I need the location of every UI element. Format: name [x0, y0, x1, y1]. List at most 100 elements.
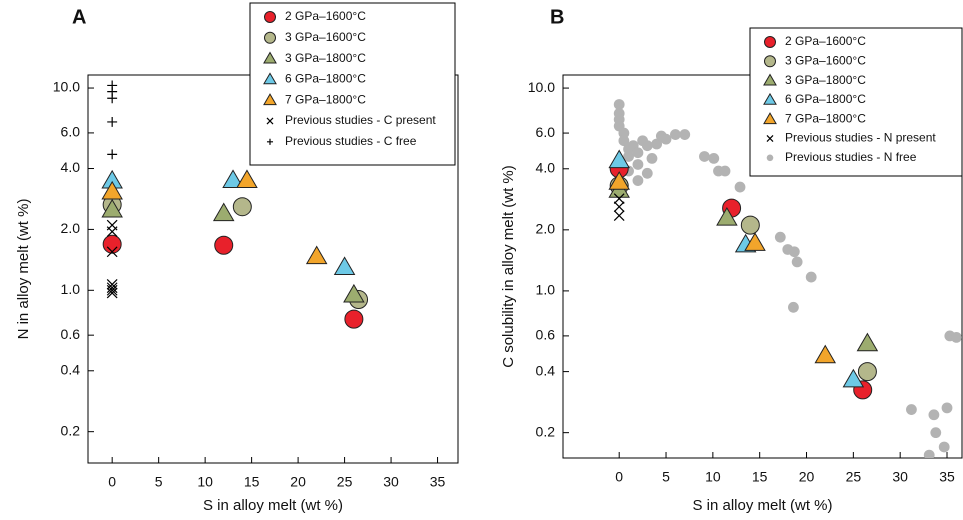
- y-tick-label: 4.0: [61, 159, 81, 175]
- legend-label: Previous studies - N free: [785, 150, 917, 164]
- x-tick-label: 35: [430, 474, 446, 490]
- legend-marker: [263, 51, 277, 64]
- y-tick-label: 10.0: [528, 79, 555, 95]
- legend-marker: [264, 31, 276, 44]
- point: [632, 175, 644, 186]
- point: [938, 441, 950, 453]
- point: [305, 245, 328, 265]
- point: [857, 362, 877, 382]
- legend-marker: [764, 55, 776, 68]
- point: [805, 271, 817, 283]
- legend-label: 2 GPa–1600°C: [785, 34, 866, 48]
- point: [814, 344, 837, 364]
- point: [930, 427, 942, 439]
- y-tick-label: 2.0: [61, 220, 81, 236]
- point: [669, 129, 681, 140]
- y-tick-label: 1.0: [61, 281, 81, 297]
- legend-label: 3 GPa–1800°C: [785, 73, 866, 87]
- point: [333, 256, 356, 275]
- point: [623, 151, 634, 162]
- point: [699, 151, 710, 162]
- point: [708, 153, 720, 164]
- legend-marker: [266, 138, 274, 145]
- x-tick-label: 5: [155, 474, 163, 490]
- point: [107, 116, 118, 127]
- point: [613, 210, 625, 222]
- x-tick-label: 25: [337, 474, 353, 490]
- point: [212, 202, 235, 222]
- x-tick-label: 10: [705, 469, 721, 485]
- y-tick-label: 0.4: [61, 361, 81, 377]
- point: [651, 138, 663, 150]
- point: [856, 332, 879, 352]
- point: [106, 282, 118, 294]
- legend: 2 GPa–1600°C 3 GPa–1600°C 3 GPa–1800°C 6 GP…: [249, 2, 456, 166]
- y-tick-label: 0.6: [61, 326, 81, 342]
- point: [716, 207, 738, 226]
- point: [734, 181, 746, 193]
- point: [646, 153, 658, 164]
- y-tick-label: 0.2: [61, 422, 81, 438]
- point: [618, 135, 630, 147]
- x-axis-label: S in alloy melt (wt %): [692, 497, 832, 514]
- legend-label: Previous studies - C present: [285, 113, 436, 127]
- y-tick-label: 4.0: [536, 159, 556, 175]
- point: [101, 198, 123, 218]
- points: [608, 99, 962, 458]
- point: [222, 169, 244, 188]
- legend-label: 7 GPa–1800°C: [285, 92, 366, 106]
- point: [107, 93, 118, 104]
- point: [101, 180, 123, 200]
- point: [232, 197, 252, 217]
- legend-marker: [766, 135, 774, 142]
- legend-marker: [766, 154, 774, 162]
- y-tick-label: 6.0: [61, 124, 81, 140]
- y-tick-label: 0.2: [536, 423, 556, 439]
- y-tick-label: 1.0: [536, 282, 556, 298]
- point: [214, 235, 234, 255]
- points: [101, 80, 369, 329]
- panel: A S in alloy melt (wt %) N in alloy melt (…: [15, 6, 459, 514]
- point: [632, 159, 644, 170]
- y-tick-label: 10.0: [53, 79, 80, 95]
- legend-marker: [763, 73, 777, 86]
- legend-box: [749, 27, 963, 177]
- legend-label: 3 GPa–1800°C: [285, 51, 366, 65]
- legend-marker: [266, 117, 274, 125]
- legend-marker: [763, 112, 777, 125]
- legend-label: 6 GPa–1800°C: [785, 92, 866, 106]
- point: [719, 165, 731, 177]
- point: [941, 402, 953, 414]
- point: [641, 140, 653, 152]
- point: [906, 404, 917, 415]
- legend-label: Previous studies - C free: [285, 134, 417, 148]
- y-tick-label: 0.6: [536, 327, 556, 343]
- panel-label: A: [72, 6, 86, 28]
- x-tick-label: 25: [846, 469, 862, 485]
- point: [344, 309, 364, 329]
- y-axis-label: N in alloy melt (wt %): [15, 199, 32, 340]
- panel-label: B: [550, 6, 564, 28]
- point: [744, 232, 766, 251]
- y-tick-label: 6.0: [536, 124, 556, 140]
- x-tick-label: 35: [939, 469, 955, 485]
- point: [632, 147, 644, 159]
- point: [236, 169, 258, 188]
- point: [343, 283, 365, 303]
- point: [788, 246, 800, 258]
- x-tick-label: 0: [108, 474, 116, 490]
- point: [106, 219, 118, 231]
- point: [613, 193, 625, 205]
- point: [842, 368, 865, 388]
- point: [641, 167, 653, 179]
- x-tick-label: 20: [799, 469, 815, 485]
- legend-label: 7 GPa–1800°C: [785, 111, 866, 125]
- legend-label: 6 GPa–1800°C: [285, 72, 366, 86]
- point: [774, 231, 786, 243]
- point: [660, 133, 672, 145]
- point: [102, 234, 122, 254]
- legend-marker: [763, 92, 777, 105]
- point: [788, 301, 799, 313]
- point: [613, 99, 625, 110]
